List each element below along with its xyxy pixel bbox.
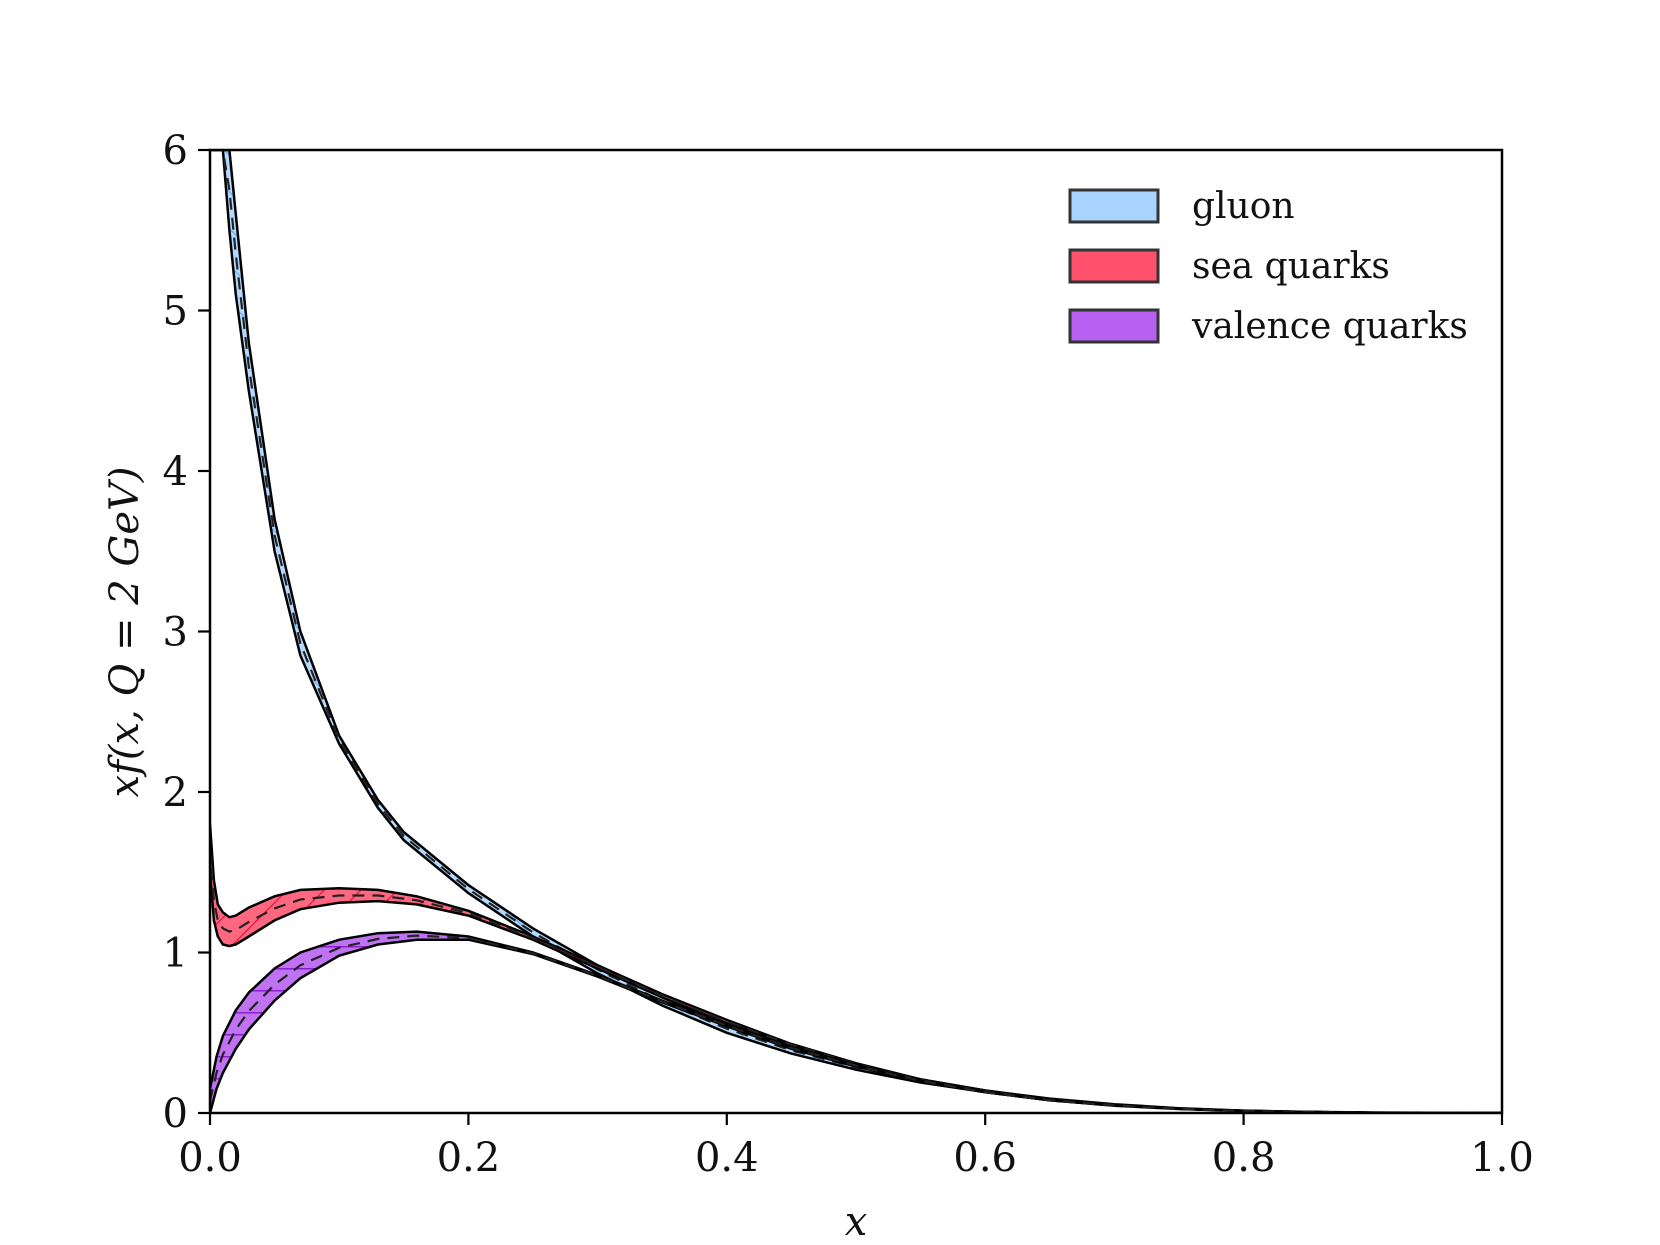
sea-quarks-lower-line [210,872,1502,1113]
legend-label-valence-quarks: valence quarks [1191,306,1468,347]
legend-swatch-sea-quarks [1068,248,1160,284]
y-tick-label: 1 [163,931,188,977]
gluon-lower-line [211,150,1502,1113]
valence-quarks-hatch [210,931,1502,1113]
legend: gluon sea quarks valence quarks [1068,186,1468,347]
valence-quarks-central-line [210,934,1502,1113]
gluon-hatch [211,150,1502,1113]
x-axis-title: x [845,1199,868,1245]
x-tick-label: 0.8 [1212,1135,1276,1181]
y-tick-label: 5 [163,289,188,335]
x-tick-label: 0.0 [178,1135,242,1181]
valence-quarks-band [210,931,1502,1113]
gluon-upper-line [211,150,1502,1113]
y-tick-label: 2 [163,770,188,816]
y-tick-label: 0 [163,1091,188,1137]
legend-label-sea-quarks: sea quarks [1192,246,1390,287]
plot-frame [208,148,1504,1115]
x-tick-label: 1.0 [1470,1135,1534,1181]
legend-swatch-gluon [1068,188,1160,224]
x-tick-label: 0.4 [695,1135,759,1181]
x-axis: 0.0 0.2 0.4 0.6 0.8 1.0 [178,1113,1534,1181]
y-axis-title: xf(x, Q = 2 GeV) [102,467,148,798]
x-tick-label: 0.2 [437,1135,501,1181]
y-tick-label: 4 [163,449,188,495]
legend-label-gluon: gluon [1192,186,1295,227]
valence-quarks-lower-line [210,938,1502,1113]
series-bands [210,150,1502,1113]
y-tick-label: 3 [163,610,188,656]
gluon-band [211,150,1502,1113]
gluon-central-line [211,150,1502,1113]
legend-swatch-valence-quarks [1068,308,1160,344]
valence-quarks-upper-line [210,930,1502,1113]
y-axis: 0 1 2 3 4 5 6 [163,128,210,1137]
x-tick-label: 0.6 [953,1135,1017,1181]
y-tick-label: 6 [163,128,188,174]
sea-quarks-central-line [210,848,1502,1113]
